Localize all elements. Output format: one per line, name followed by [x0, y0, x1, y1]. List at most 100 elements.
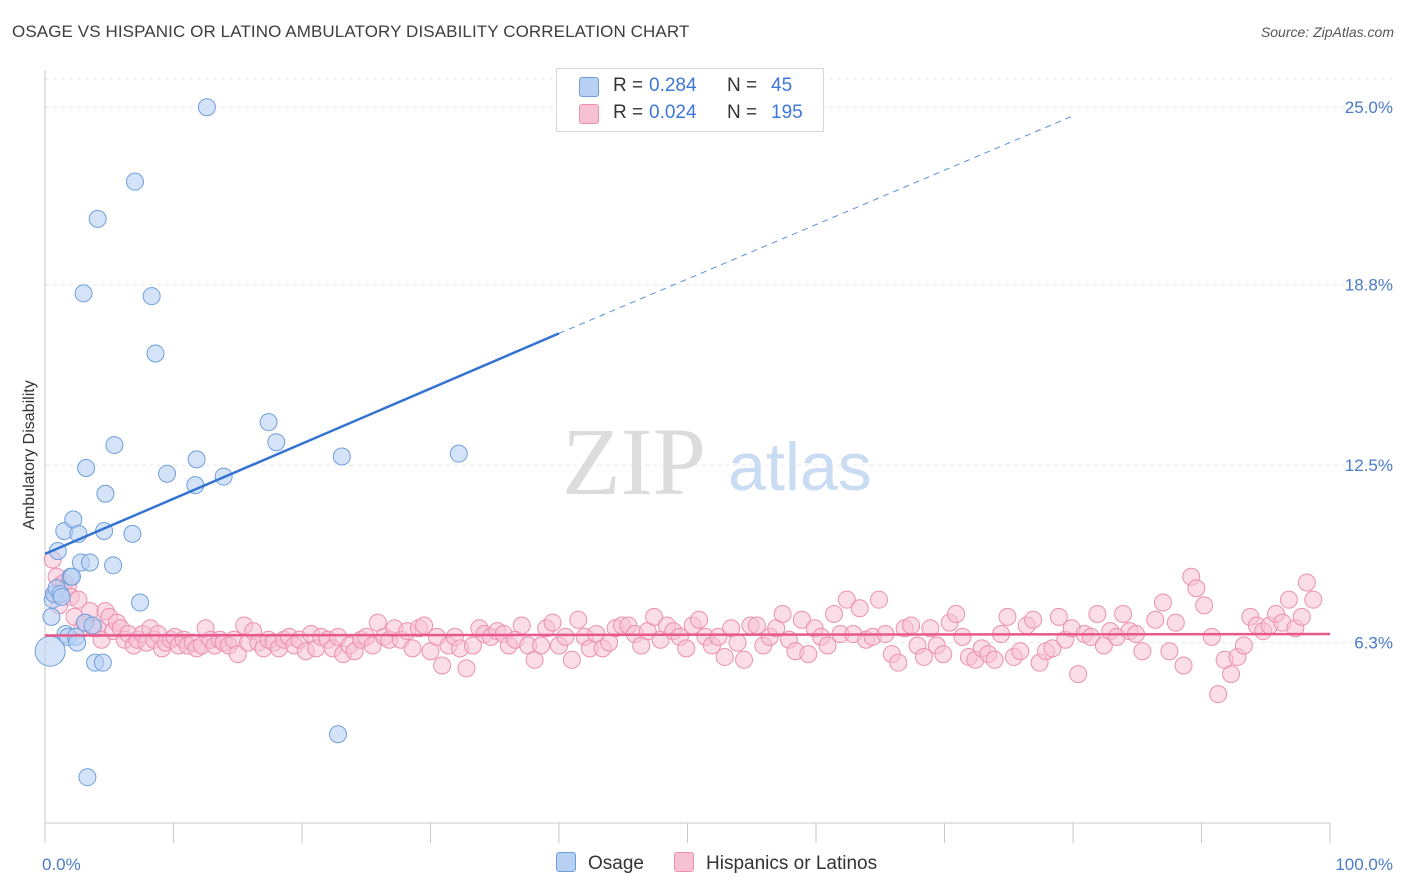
hispanic-point — [1160, 642, 1179, 661]
legend-n-label: N = — [727, 102, 758, 123]
hispanic-point — [1011, 642, 1030, 661]
hispanic-point — [818, 636, 837, 655]
osage-legend-swatch — [556, 852, 576, 872]
hispanic-point — [1133, 642, 1152, 661]
hispanic-point — [998, 607, 1017, 626]
hispanic-point — [512, 616, 531, 635]
hispanic-point — [1069, 665, 1088, 684]
hispanic-point — [850, 599, 869, 618]
hispanic-point — [532, 636, 551, 655]
hispanic-point — [1195, 596, 1214, 615]
hispanic-point — [457, 659, 476, 678]
hispanic-point — [1292, 607, 1311, 626]
osage-trend-line — [44, 332, 560, 556]
hispanic-point — [914, 647, 933, 666]
hispanic-swatch — [579, 104, 599, 124]
hispanic-point — [1279, 590, 1298, 609]
hispanic-point — [728, 633, 747, 652]
hispanic-point — [1187, 579, 1206, 598]
osage-point — [74, 284, 93, 303]
osage-point — [187, 450, 206, 469]
chart-title: OSAGE VS HISPANIC OR LATINO AMBULATORY D… — [12, 22, 690, 41]
osage-point — [259, 413, 278, 432]
hispanic-legend-swatch — [674, 852, 694, 872]
hispanic-point — [902, 616, 921, 635]
hispanic-point — [921, 619, 940, 638]
osage-points — [34, 98, 468, 787]
osage-point — [62, 567, 81, 586]
osage-point — [158, 464, 177, 483]
osage-point — [42, 607, 61, 626]
hispanic-point — [562, 650, 581, 669]
osage-n-value: 45 — [771, 75, 793, 96]
hispanic-point — [947, 604, 966, 623]
hispanic-n-value: 195 — [771, 102, 803, 123]
osage-swatch — [579, 77, 599, 97]
watermark-atlas: atlas — [728, 429, 872, 505]
hispanic-point — [837, 590, 856, 609]
legend-item-hispanic[interactable]: Hispanics or Latinos — [674, 852, 877, 875]
osage-point — [96, 484, 115, 503]
hispanic-point — [869, 590, 888, 609]
osage-point — [68, 633, 87, 652]
legend-n-label: N = — [727, 75, 758, 96]
hispanic-trend-line — [44, 632, 1331, 637]
hispanic-point — [543, 613, 562, 632]
osage-point — [328, 725, 347, 744]
hispanic-point — [1024, 610, 1043, 629]
hispanic-point — [1043, 639, 1062, 658]
hispanic-point — [985, 650, 1004, 669]
axes — [44, 70, 1331, 843]
osage-point — [83, 616, 102, 635]
x-tick-label: 100.0% — [1335, 855, 1393, 874]
hispanic-point — [463, 636, 482, 655]
hispanic-point — [645, 607, 664, 626]
y-tick-label: 18.8% — [1345, 276, 1393, 295]
hispanic-point — [228, 645, 247, 664]
hispanic-point — [709, 627, 728, 646]
hispanic-point — [1049, 607, 1068, 626]
hispanic-point — [1153, 593, 1172, 612]
trend-lines — [44, 115, 1331, 637]
osage-point — [123, 524, 142, 543]
hispanic-point — [715, 647, 734, 666]
legend-r-label: R = — [613, 102, 644, 123]
osage-point — [52, 587, 71, 606]
hispanic-point — [735, 650, 754, 669]
osage-point — [146, 344, 165, 363]
osage-legend-label: Osage — [588, 853, 644, 874]
watermark: ZIP atlas — [562, 408, 872, 515]
hispanic-point — [1304, 590, 1323, 609]
osage-point — [267, 433, 286, 452]
osage-point — [332, 447, 351, 466]
y-tick-label: 12.5% — [1345, 456, 1393, 475]
legend-item-osage[interactable]: Osage — [556, 852, 644, 875]
hispanic-point — [690, 610, 709, 629]
osage-point — [125, 172, 144, 191]
hispanic-point — [1209, 685, 1228, 704]
correlation-legend: R = 0.284 N = 45 R = 0.024 N = 195 — [556, 68, 824, 132]
hispanic-point — [1166, 613, 1185, 632]
hispanic-point — [953, 627, 972, 646]
osage-point — [449, 444, 468, 463]
hispanic-point — [1297, 573, 1316, 592]
hispanic-point — [1146, 610, 1165, 629]
hispanic-point — [556, 627, 575, 646]
osage-point — [105, 436, 124, 455]
hispanic-point — [1114, 604, 1133, 623]
osage-r-value: 0.284 — [649, 75, 697, 96]
grid-lines — [45, 78, 1392, 644]
hispanic-point — [1202, 627, 1221, 646]
hispanic-point — [569, 610, 588, 629]
tick-labels: 6.3% 12.5% 18.8% 25.0% 0.0% 100.0% — [42, 98, 1393, 874]
hispanic-point — [934, 645, 953, 664]
hispanic-point — [889, 653, 908, 672]
osage-point — [80, 553, 99, 572]
hispanic-point — [824, 604, 843, 623]
source-label: Source: ZipAtlas.com — [1260, 24, 1394, 40]
hispanic-point — [773, 604, 792, 623]
hispanic-point — [799, 645, 818, 664]
osage-point — [93, 653, 112, 672]
hispanic-legend-label: Hispanics or Latinos — [706, 853, 878, 874]
